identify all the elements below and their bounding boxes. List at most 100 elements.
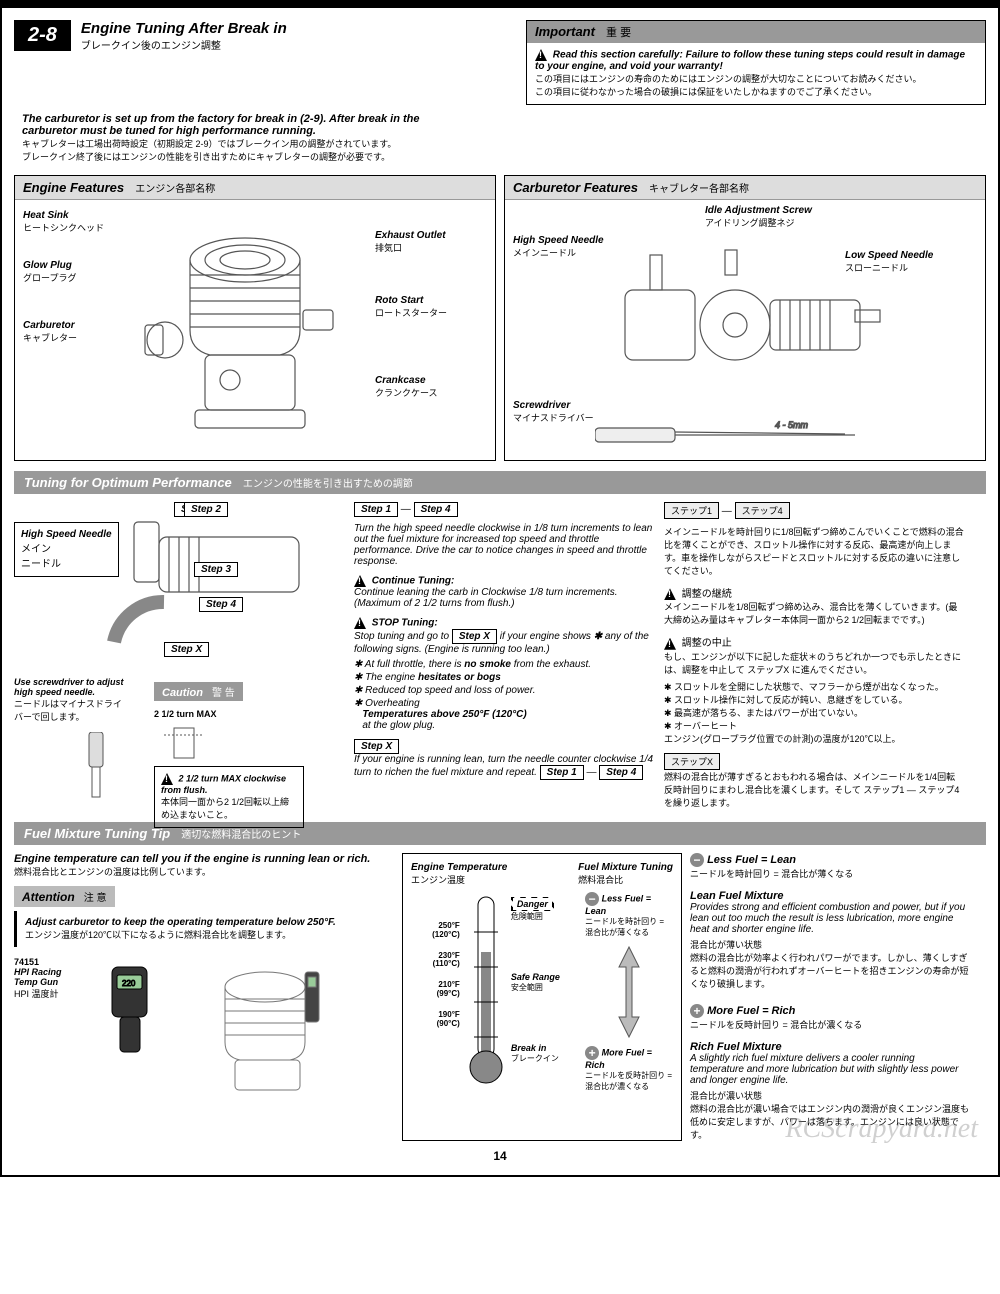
fuel-right-col: − Less Fuel = Lean ニードルを時計回り = 混合比が薄くなる … <box>690 853 970 1141</box>
carb-features-box: Carburetor Features キャブレター各部名称 <box>504 175 986 461</box>
engine-features-header: Engine Features エンジン各部名称 <box>15 176 495 200</box>
section-title: Engine Tuning After Break in ブレークイン後のエンジ… <box>81 20 516 52</box>
more-fuel-jp: ニードルを反時計回り = 混合比が濃くなる <box>690 1018 970 1031</box>
caution-block: Caution 警 告 2 1/2 turn MAX 2 1/2 turn MA… <box>154 682 304 828</box>
minus-icon: − <box>690 853 704 867</box>
section-number: 2-8 <box>14 20 71 51</box>
thermo-zones: Danger 危険範囲 Safe Range 安全範囲 Break in ブレー… <box>511 892 579 1092</box>
max-turn-illustration <box>154 723 224 763</box>
temp-gun-illustration: 220 <box>92 957 172 1067</box>
jp-stop-body: もし、エンジンが以下に記した症状＊のうちどれか一つでも示したときには、調整を中止… <box>664 650 964 676</box>
ft-header-en: Fuel Mixture Tuning Tip <box>24 826 170 841</box>
jp-continue-body: メインニードルを1/8回転ずつ締め込み、混合比を薄くしていきます。(最大締め込み… <box>664 600 964 626</box>
label-glow-plug: Glow Plug グロープラグ <box>23 260 76 284</box>
temp-gun-row: 74151 HPI Racing Temp Gun HPI 温度計 220 <box>14 957 394 1107</box>
engine-features-box: Engine Features エンジン各部名称 <box>14 175 496 461</box>
label-high-speed-needle: High Speed Needle メインニードル <box>513 235 604 259</box>
tuning-japanese-col: ステップ1 — ステップ4 メインニードルを時計回りに1/8回転ずつ締めこんでい… <box>664 502 964 812</box>
engine-small-illustration <box>180 957 350 1107</box>
jp-symptom-list: ✱ スロットルを全開にした状態で、マフラーから煙が出なくなった。 ✱ スロットル… <box>664 680 964 745</box>
stepx-box: Step X <box>354 739 399 754</box>
rich-title: Rich Fuel Mixture <box>690 1041 970 1053</box>
rich-body-jp: 混合比が濃い状態 燃料の混合比が濃い場合ではエンジン内の潤滑が良くエンジン温度も… <box>690 1089 970 1141</box>
attention-header: Attention 注 意 <box>14 886 115 907</box>
intro-jp2: ブレークイン終了後にはエンジンの性能を引き出すためにキャブレターの調整が必要です… <box>22 150 462 163</box>
cf-header-en: Carburetor Features <box>513 180 638 195</box>
important-label-jp: 重 要 <box>606 27 631 39</box>
max-turn-text: 2 1/2 turn MAX <box>154 709 304 719</box>
fuel-intro-jp: 燃料混合比とエンジンの温度は比例しています。 <box>14 865 394 878</box>
tuning-section: High Speed Needle メイン ニードル Step 1 Step 2… <box>14 502 986 812</box>
tuning-left-diagrams: High Speed Needle メイン ニードル Step 1 Step 2… <box>14 502 344 812</box>
caution-note: 2 1/2 turn MAX clockwise from flush. 本体同… <box>154 766 304 828</box>
gap-text: 4 - 5mm <box>775 420 809 430</box>
fuel-left-col: Engine temperature can tell you if the e… <box>14 853 394 1141</box>
screwdriver-small-illustration <box>74 732 124 802</box>
jp-stop-title: 調整の中止 <box>682 638 732 649</box>
tp-header-en: Tuning for Optimum Performance <box>24 475 232 490</box>
plus-icon: + <box>585 1046 599 1060</box>
label-carburetor: Carburetor キャブレター <box>23 320 77 344</box>
less-fuel-en: Less Fuel = Lean <box>707 854 796 866</box>
temp-scale: 250°F (120°C) 230°F (110°C) 210°F (99°C)… <box>411 892 460 1092</box>
label-roto-start: Roto Start ロートスターター <box>375 295 447 319</box>
important-body: Read this section carefully: Failure to … <box>527 43 985 104</box>
more-fuel-en: More Fuel = Rich <box>707 1005 795 1017</box>
important-header: Important 重 要 <box>527 21 985 43</box>
page-number: 14 <box>14 1149 986 1163</box>
engine-diagram-area: Heat Sink ヒートシンクヘッド Glow Plug グロープラグ Car… <box>15 200 495 460</box>
thermometer-illustration <box>466 892 505 1092</box>
intro-en: The carburetor is set up from the factor… <box>22 113 462 137</box>
fuel-mid-col: Engine Temperature エンジン温度 Fuel Mixture T… <box>402 853 682 1141</box>
stepx-label: Step X <box>164 642 209 657</box>
danger-label: Danger <box>511 897 554 911</box>
tuning-arrows: − Less Fuel = Lean ニードルを時計回り = 混合比が薄くなる … <box>585 892 673 1092</box>
jp-continue-title: 調整の継続 <box>682 589 732 600</box>
important-text-jp2: この項目に従わなかった場合の破損には保証をいたしかねますのでご了承ください。 <box>535 87 877 97</box>
step2-label: Step 2 <box>184 502 228 517</box>
label-low-speed: Low Speed Needle スローニードル <box>845 250 933 274</box>
svg-text:220: 220 <box>122 979 136 988</box>
screwdriver-illustration: 4 - 5mm <box>595 420 895 450</box>
warning-icon <box>664 638 676 650</box>
cf-header-jp: キャブレター各部名称 <box>649 184 749 195</box>
label-crankcase: Crankcase クランクケース <box>375 375 438 399</box>
header-row: 2-8 Engine Tuning After Break in ブレークイン後… <box>14 20 986 105</box>
needle-label-box: High Speed Needle メイン ニードル <box>14 522 119 577</box>
manual-page: 2-8 Engine Tuning After Break in ブレークイン後… <box>0 0 1000 1177</box>
attention-body: Adjust carburetor to keep the operating … <box>14 911 394 947</box>
tuning-perf-header: Tuning for Optimum Performance エンジンの性能を引… <box>14 471 986 494</box>
ef-header-jp: エンジン各部名称 <box>135 184 215 195</box>
carb-features-header: Carburetor Features キャブレター各部名称 <box>505 176 985 200</box>
needle-turn-illustration <box>104 502 424 672</box>
ef-header-en: Engine Features <box>23 180 124 195</box>
tp-header-jp: エンジンの性能を引き出すための調節 <box>243 479 413 490</box>
thermo-title: Engine Temperature エンジン温度 <box>411 862 507 886</box>
warning-icon <box>535 49 547 61</box>
screwdriver-note: Use screwdriver to adjust high speed nee… <box>14 677 124 723</box>
intro-text: The carburetor is set up from the factor… <box>22 113 462 163</box>
lean-title: Lean Fuel Mixture <box>690 890 970 902</box>
label-screwdriver: Screwdriver マイナスドライバー <box>513 400 594 424</box>
title-jp: ブレークイン後のエンジン調整 <box>81 37 516 52</box>
lean-body-jp: 混合比が薄い状態 燃料の混合比が効率よく行われパワーがでます。しかし、薄くしすぎ… <box>690 938 970 990</box>
temp-gun-label: 74151 HPI Racing Temp Gun HPI 温度計 <box>14 957 84 1000</box>
fuel-intro-en: Engine temperature can tell you if the e… <box>14 853 394 865</box>
carb-diagram-area: High Speed Needle メインニードル Idle Adjustmen… <box>505 200 985 460</box>
important-label-en: Important <box>535 24 595 39</box>
minus-icon: − <box>585 892 599 906</box>
stepx-body: If your engine is running lean, turn the… <box>354 754 654 780</box>
label-heat-sink: Heat Sink ヒートシンクヘッド <box>23 210 104 234</box>
lean-body-en: Provides strong and efficient combustion… <box>690 902 970 935</box>
rich-body-en: A slightly rich fuel mixture delivers a … <box>690 1053 970 1086</box>
feature-diagrams: Engine Features エンジン各部名称 <box>14 175 986 461</box>
fuel-tip-section: Engine temperature can tell you if the e… <box>14 853 986 1141</box>
label-idle-adj: Idle Adjustment Screw アイドリング調整ネジ <box>705 205 812 229</box>
important-text-jp1: この項目にはエンジンの寿命のためにはエンジンの調整が大切なことについてお読みくだ… <box>535 74 921 84</box>
intro-jp1: キャブレターは工場出荷時設定（初期設定 2-9）ではブレークイン用の調整がされて… <box>22 137 462 150</box>
caution-header: Caution 警 告 <box>154 682 243 701</box>
important-box: Important 重 要 Read this section carefull… <box>526 20 986 105</box>
step4-label: Step 4 <box>199 597 243 612</box>
engine-illustration <box>135 210 375 440</box>
label-exhaust: Exhaust Outlet 排気口 <box>375 230 446 254</box>
